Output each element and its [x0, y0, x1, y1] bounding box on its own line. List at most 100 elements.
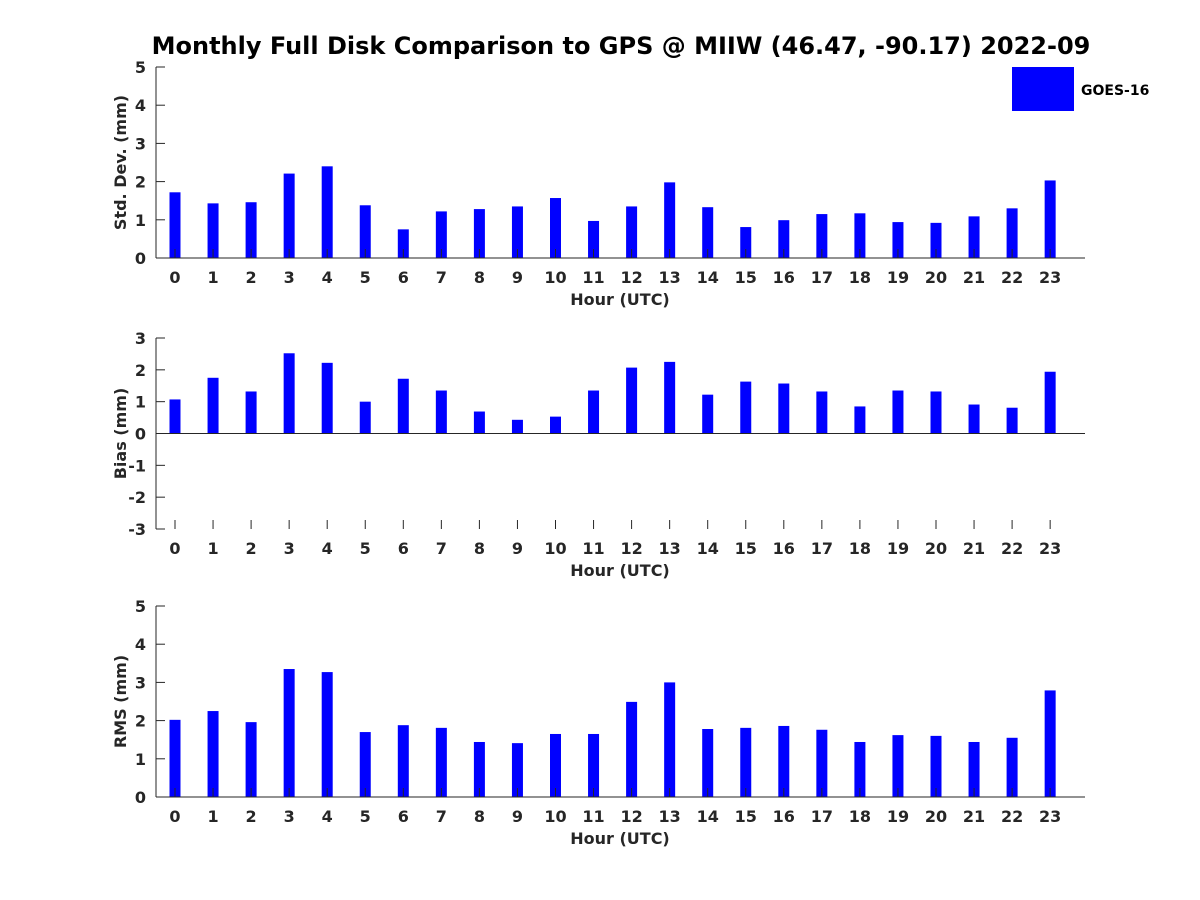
bar-std-7: [435, 211, 447, 258]
bar-rms-22: [1006, 737, 1018, 797]
x-tick-label: 23: [1039, 539, 1061, 558]
x-tick-label: 18: [849, 539, 871, 558]
x-tick-label: 14: [697, 807, 719, 826]
x-tick-label: 13: [659, 539, 681, 558]
x-tick-label: 5: [360, 539, 371, 558]
y-tick-label: -1: [128, 456, 146, 475]
x-tick-label: 16: [773, 539, 795, 558]
bar-bias-11: [588, 390, 600, 434]
x-tick-label: 5: [360, 268, 371, 287]
bar-bias-10: [550, 416, 561, 434]
y-tick-label: 5: [135, 597, 146, 616]
x-tick-label: 6: [398, 268, 409, 287]
bar-rms-16: [778, 725, 790, 797]
x-tick-label: 18: [849, 268, 871, 287]
bar-std-13: [664, 182, 676, 258]
bar-std-1: [207, 203, 219, 258]
bar-std-0: [169, 192, 181, 258]
bar-bias-1: [207, 377, 219, 434]
x-tick-label: 14: [697, 268, 719, 287]
bar-bias-14: [702, 394, 714, 434]
x-tick-label: 21: [963, 807, 985, 826]
bar-bias-5: [359, 401, 371, 434]
bar-std-16: [778, 220, 790, 258]
bar-rms-8: [473, 741, 485, 797]
bar-bias-3: [283, 353, 295, 434]
bar-std-3: [283, 173, 295, 258]
bar-rms-21: [968, 741, 980, 797]
y-tick-label: 1: [135, 750, 146, 769]
x-tick-label: 19: [887, 268, 909, 287]
x-tick-label: 21: [963, 268, 985, 287]
x-tick-label: 20: [925, 807, 947, 826]
bar-rms-0: [169, 719, 181, 797]
x-axis-label: Hour (UTC): [570, 561, 670, 580]
bar-std-20: [930, 222, 942, 258]
x-tick-label: 22: [1001, 807, 1023, 826]
x-tick-label: 21: [963, 539, 985, 558]
bar-std-4: [321, 166, 333, 258]
x-tick-label: 11: [582, 807, 604, 826]
x-tick-label: 10: [544, 268, 566, 287]
bar-bias-13: [664, 361, 676, 434]
x-tick-label: 2: [246, 268, 257, 287]
y-tick-label: 3: [135, 329, 146, 348]
y-tick-label: 2: [135, 712, 146, 731]
x-tick-label: 22: [1001, 268, 1023, 287]
bar-bias-4: [321, 362, 333, 434]
x-tick-label: 7: [436, 268, 447, 287]
bar-bias-0: [169, 399, 181, 434]
y-axis-label: Std. Dev. (mm): [111, 95, 130, 230]
bar-std-19: [892, 222, 904, 258]
x-axis-label: Hour (UTC): [570, 290, 670, 309]
x-tick-label: 10: [544, 807, 566, 826]
bar-bias-2: [245, 391, 257, 434]
x-tick-label: 0: [169, 539, 180, 558]
bar-std-23: [1044, 180, 1056, 258]
x-tick-label: 8: [474, 539, 485, 558]
bar-std-11: [588, 220, 600, 258]
x-tick-label: 14: [697, 539, 719, 558]
x-tick-label: 1: [207, 268, 218, 287]
x-tick-label: 1: [207, 539, 218, 558]
bar-rms-12: [626, 701, 638, 797]
bar-rms-5: [359, 732, 371, 797]
x-tick-label: 12: [620, 807, 642, 826]
x-tick-label: 1: [207, 807, 218, 826]
bar-rms-18: [854, 741, 866, 797]
x-tick-label: 17: [811, 539, 833, 558]
bar-rms-3: [283, 669, 295, 797]
x-tick-label: 19: [887, 807, 909, 826]
x-tick-label: 4: [322, 807, 333, 826]
bar-rms-20: [930, 735, 942, 797]
bar-bias-23: [1044, 371, 1056, 434]
x-tick-label: 13: [659, 807, 681, 826]
y-tick-label: -3: [128, 520, 146, 539]
x-tick-label: 3: [284, 807, 295, 826]
x-tick-label: 12: [620, 268, 642, 287]
bar-bias-20: [930, 391, 942, 434]
x-tick-label: 5: [360, 807, 371, 826]
x-tick-label: 6: [398, 539, 409, 558]
y-tick-label: 0: [135, 425, 146, 444]
bar-bias-16: [778, 383, 790, 434]
x-tick-label: 16: [773, 807, 795, 826]
bar-bias-9: [511, 419, 523, 434]
legend-swatch: [1012, 67, 1074, 111]
bar-bias-22: [1006, 407, 1018, 434]
bar-bias-18: [854, 406, 866, 434]
bar-rms-9: [511, 743, 523, 797]
bar-bias-19: [892, 390, 904, 434]
x-tick-label: 0: [169, 807, 180, 826]
x-tick-label: 2: [246, 807, 257, 826]
bar-std-12: [626, 206, 638, 258]
x-tick-label: 18: [849, 807, 871, 826]
bar-rms-10: [550, 733, 561, 797]
x-tick-label: 2: [246, 539, 257, 558]
bar-rms-23: [1044, 690, 1056, 797]
x-tick-label: 15: [735, 268, 757, 287]
y-tick-label: 0: [135, 249, 146, 268]
